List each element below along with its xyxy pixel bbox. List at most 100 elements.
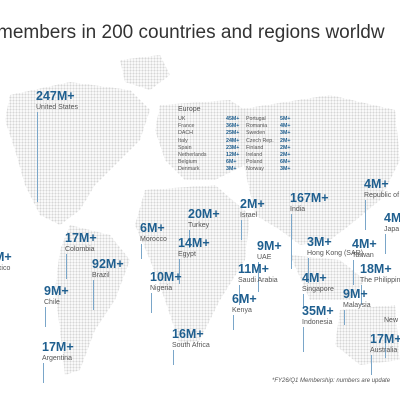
leader-line [241,220,242,240]
member-count: 167M+ [290,191,329,205]
member-count: 4M [384,211,400,225]
europe-list: Europe UK 45M+ Portugal 5M+ France 36M+ Romani… [178,106,296,172]
region-label: 20M+ Turkey [188,208,220,229]
leader-line [189,230,190,248]
region-label: 17M+ Colombia [65,232,97,253]
leader-line [37,112,38,202]
region-label: 35M+ Indonesia [302,305,334,326]
footnote: *FY26/Q1 Membership: numbers are update [272,378,391,384]
region-label: 4M+ Singapore [302,272,334,293]
member-count: 4M+ [352,237,377,251]
region-label: 3M+ Hong Kong (SAR) [307,236,363,257]
europe-country: Belgium [178,159,198,166]
europe-grid: UK 45M+ Portugal 5M+ France 36M+ Romania 4M+ DAC… [178,116,296,172]
europe-value: 5M+ [280,116,291,122]
leader-line [239,285,240,305]
region-label: 2M+ Israel [240,198,265,219]
region-label: M+exico [0,251,12,272]
region-name: Argentina [42,354,72,362]
europe-country: Poland [246,159,263,166]
europe-country: Spain [178,144,192,151]
europe-value: 45M+ [226,116,240,122]
region-label: 4M+ Taiwan [352,238,377,259]
region-name: Singapore [302,285,334,293]
region-name: Taiwan [352,251,374,259]
region-name: Nigeria [150,284,173,292]
leader-line [141,244,142,259]
leader-line [385,338,386,358]
member-count: 11M+ [238,262,269,276]
europe-country: Ireland [246,151,263,158]
region-label: 92M+ Brazil [92,258,124,279]
europe-value: 6M+ [280,159,291,166]
region-label: 9M+ UAE [257,240,282,261]
member-count: 14M+ [178,236,210,250]
region-name: Turkey [188,221,210,229]
region-name: Kenya [232,306,252,314]
region-name: Brazil [92,271,110,279]
europe-value: 23M+ [226,144,240,151]
region-name: Hong Kong (SAR) [307,249,364,257]
member-count: 4M+ [302,271,327,285]
leader-line [151,293,152,313]
leader-line [173,350,174,365]
member-count: M+ [0,250,12,264]
region-name: South Africa [172,341,210,349]
region-name: The Philippine [360,276,400,284]
leader-line [303,294,304,309]
member-count: 9M+ [44,284,69,298]
region-label: 4M+ Republic of [364,178,399,199]
europe-value: 24M+ [226,137,240,144]
member-count: 17M+ [42,340,74,354]
region-label: 6M+ Morocco [140,222,167,243]
europe-value: 3M+ [280,130,291,137]
leader-line [258,262,259,292]
region-name: Chile [44,298,60,306]
member-count: 16M+ [172,327,204,341]
member-count: 17M+ [65,231,97,245]
region-label: 18M+ The Philippine [360,263,400,284]
region-label: 10M+ Nigeria [150,271,182,292]
title: members in 200 countries and regions wor… [0,22,385,43]
leader-line [308,258,309,283]
region-name: UAE [257,253,272,261]
member-count: 17M+ [370,332,400,346]
region-label: 16M+ South Africa [172,328,210,349]
europe-country: Czech Rep. [246,137,274,144]
region-label: 167M+ India [290,192,329,213]
region-label: 17M+ Argentina [42,341,74,362]
member-count: 9M+ [343,287,368,301]
europe-country: France [178,123,195,130]
region-name: Colombia [65,245,95,253]
continents [5,55,400,375]
leader-line [385,234,386,254]
europe-country: Netherlands [178,151,207,158]
europe-value: 2M+ [280,151,291,158]
region-name: Japa [384,225,400,233]
member-count: 4M+ [364,177,389,191]
region-name: Israel [240,211,258,219]
region-name: New [384,317,399,324]
europe-title: Europe [178,106,201,113]
europe-value: 2M+ [280,137,291,144]
europe-country: Portugal [246,116,266,122]
europe-country: Denmark [178,166,200,173]
leader-line [344,310,345,325]
leader-line [93,280,94,310]
europe-value: 2M+ [280,144,291,151]
member-count: 9M+ [257,239,282,253]
region-name: Australia [370,346,398,354]
europe-country: DACH [178,130,194,137]
region-label: 14M+ Egypt [178,237,210,258]
europe-value: 36M+ [226,123,240,130]
region-label: 17M+ Australia [370,333,400,354]
region-name: exico [0,264,11,272]
region-label: 11M+ Saudi Arabia [238,263,278,284]
member-count: 20M+ [188,207,220,221]
region-name: Malaysia [343,301,371,309]
europe-value: 3M+ [226,166,237,173]
region-name: United States [36,103,79,111]
leader-line [371,355,372,375]
region-label: 4M Japa [384,212,400,233]
